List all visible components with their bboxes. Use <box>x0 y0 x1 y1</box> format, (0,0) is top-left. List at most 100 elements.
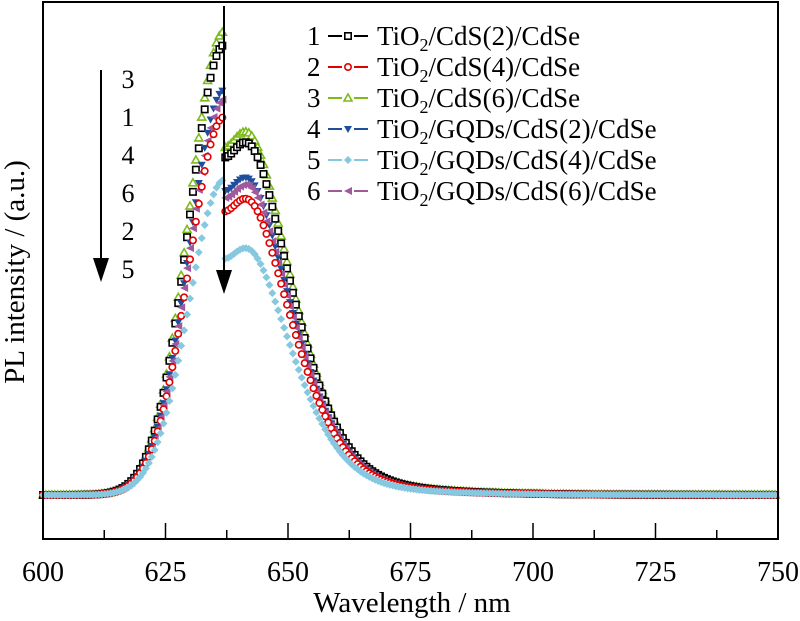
data-point <box>300 352 309 361</box>
data-point <box>203 152 212 161</box>
order-label: 2 <box>122 217 135 246</box>
data-point <box>194 199 203 208</box>
legend-item: 5 TiO2/GQDs/CdS(4)/CdSe <box>307 145 657 179</box>
data-point <box>271 214 280 223</box>
data-point <box>262 229 271 238</box>
data-point <box>250 146 259 155</box>
data-point <box>268 202 277 211</box>
data-point <box>283 332 292 341</box>
data-point <box>274 254 283 262</box>
data-point <box>277 265 286 273</box>
data-point <box>197 182 206 191</box>
data-point <box>206 198 215 207</box>
data-point <box>291 357 300 366</box>
legend-item: 6 TiO2/GQDs/CdS(6)/CdSe <box>307 176 657 210</box>
data-point <box>277 279 286 288</box>
legend-item: 4 TiO2/GQDs/CdS(2)/CdSe <box>307 114 657 148</box>
data-point <box>190 154 202 164</box>
data-point <box>259 170 268 179</box>
data-point <box>277 314 286 323</box>
data-point <box>306 395 315 404</box>
legend-number: 4 <box>307 114 321 144</box>
data-point <box>178 247 190 257</box>
data-point <box>200 167 209 176</box>
legend-number: 3 <box>307 83 321 113</box>
data-point <box>312 391 321 400</box>
data-point <box>121 484 130 493</box>
data-point <box>212 51 221 60</box>
data-point <box>162 408 171 417</box>
data-point <box>247 184 256 193</box>
data-point <box>174 322 183 331</box>
data-point <box>300 359 309 368</box>
order-arrow-head <box>93 258 109 282</box>
data-point <box>188 187 197 196</box>
data-point <box>177 300 186 308</box>
data-point <box>285 311 294 320</box>
annotation-layer <box>93 6 232 294</box>
order-labels: 3 1 4 6 2 5 <box>122 65 135 284</box>
data-point <box>183 274 192 283</box>
data-point <box>285 276 294 285</box>
data-point <box>306 376 315 385</box>
legend-marker <box>343 62 352 71</box>
data-point <box>253 193 262 202</box>
data-point <box>265 191 274 200</box>
data-point <box>309 384 318 393</box>
data-point <box>174 329 183 338</box>
data-point <box>144 459 153 468</box>
order-label: 1 <box>122 103 135 132</box>
data-point <box>318 420 327 429</box>
data-point <box>212 104 221 113</box>
data-point <box>177 311 186 320</box>
data-point <box>285 341 294 350</box>
data-point <box>209 190 218 199</box>
order-label: 3 <box>122 65 135 94</box>
data-point <box>216 26 228 37</box>
data-point <box>294 365 303 374</box>
legend-marker <box>344 156 352 164</box>
data-point <box>250 250 259 259</box>
data-point <box>162 392 171 401</box>
data-point <box>177 341 186 350</box>
data-point <box>165 378 174 387</box>
data-point <box>194 144 203 153</box>
data-point <box>209 61 218 70</box>
legend-number: 5 <box>307 145 321 175</box>
data-point <box>188 236 197 245</box>
data-point <box>309 402 318 411</box>
legend-label: TiO2/CdS(6)/CdSe <box>377 83 580 117</box>
data-point <box>321 412 330 421</box>
x-tick-label: 625 <box>145 557 187 588</box>
x-tick-label: 750 <box>757 557 799 588</box>
data-point <box>303 388 312 397</box>
data-point <box>274 227 283 236</box>
data-point <box>318 405 327 414</box>
x-tick-label: 725 <box>635 557 677 588</box>
data-point <box>212 96 221 104</box>
series-layer <box>37 26 781 499</box>
data-point <box>312 408 321 417</box>
data-point <box>159 419 168 428</box>
data-point <box>203 129 212 137</box>
data-point <box>259 221 268 230</box>
data-point <box>200 221 209 230</box>
order-label: 5 <box>122 255 135 284</box>
data-point <box>278 243 290 253</box>
data-point <box>194 179 203 187</box>
legend-marker <box>343 31 352 40</box>
legend-label: TiO2/CdS(4)/CdSe <box>377 52 580 86</box>
data-point <box>186 244 194 253</box>
data-point <box>186 210 195 219</box>
x-tick-label: 650 <box>267 557 309 588</box>
legend-number: 6 <box>307 176 321 206</box>
data-point <box>196 111 208 121</box>
data-point <box>256 213 265 222</box>
data-point <box>271 297 280 306</box>
data-point <box>297 350 306 359</box>
data-point <box>187 177 199 187</box>
data-point <box>171 346 180 355</box>
data-point <box>165 397 174 406</box>
data-point <box>171 340 180 349</box>
